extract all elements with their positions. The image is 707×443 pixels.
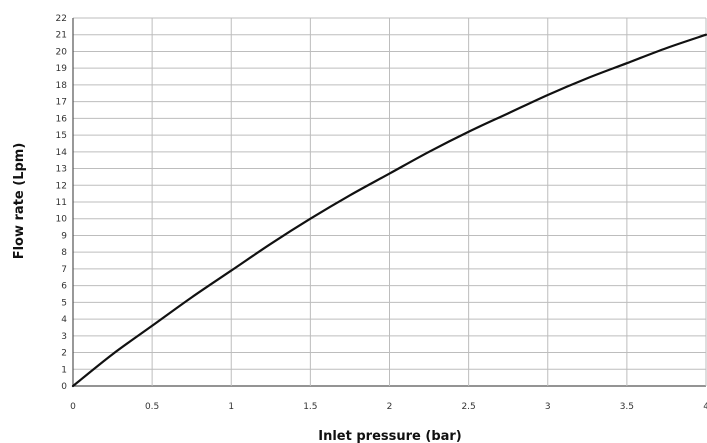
x-tick-label: 0 bbox=[70, 402, 76, 412]
y-tick-label: 12 bbox=[56, 181, 67, 191]
x-tick-label: 3 bbox=[545, 402, 551, 412]
y-tick-label: 1 bbox=[61, 365, 67, 375]
x-axis-title: Inlet pressure (bar) bbox=[318, 429, 462, 443]
x-tick-label: 0.5 bbox=[145, 402, 159, 412]
y-tick-label: 3 bbox=[61, 332, 67, 342]
x-tick-label: 1 bbox=[228, 402, 234, 412]
y-tick-label: 15 bbox=[56, 131, 67, 141]
x-tick-label: 4 bbox=[703, 402, 707, 412]
y-tick-label: 9 bbox=[61, 231, 67, 241]
y-tick-label: 16 bbox=[56, 114, 68, 124]
y-tick-label: 18 bbox=[56, 81, 68, 91]
y-tick-label: 20 bbox=[56, 47, 68, 57]
x-tick-label: 3.5 bbox=[620, 402, 634, 412]
y-tick-label: 8 bbox=[61, 248, 67, 258]
y-tick-label: 6 bbox=[61, 282, 67, 292]
y-tick-label: 0 bbox=[61, 382, 67, 392]
y-tick-label: 19 bbox=[56, 64, 68, 74]
x-tick-label: 2 bbox=[387, 402, 393, 412]
x-tick-label: 1.5 bbox=[303, 402, 317, 412]
y-tick-label: 21 bbox=[56, 31, 67, 41]
series-layer bbox=[71, 33, 707, 388]
y-tick-label: 5 bbox=[61, 298, 67, 308]
y-tick-label: 4 bbox=[61, 315, 67, 325]
y-tick-label: 14 bbox=[56, 148, 68, 158]
y-tick-label: 13 bbox=[56, 165, 67, 175]
y-axis-title: Flow rate (Lpm) bbox=[12, 143, 27, 260]
y-tick-label: 2 bbox=[61, 349, 67, 359]
y-tick-label: 11 bbox=[56, 198, 67, 208]
grid-lines bbox=[72, 17, 707, 387]
y-tick-label: 7 bbox=[61, 265, 67, 275]
series-line bbox=[71, 33, 707, 388]
x-tick-label: 2.5 bbox=[461, 402, 475, 412]
y-tick-label: 10 bbox=[56, 215, 68, 225]
y-tick-label: 17 bbox=[56, 98, 67, 108]
y-tick-label: 22 bbox=[56, 14, 67, 24]
